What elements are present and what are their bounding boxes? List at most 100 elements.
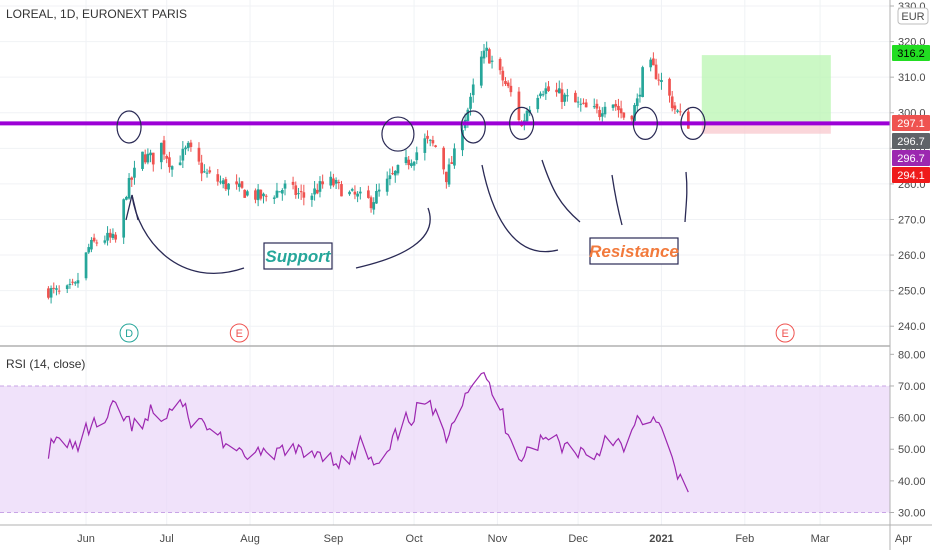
candle-body [159, 142, 163, 163]
candle-body [525, 110, 529, 122]
candle-body [321, 181, 325, 185]
candle-body [375, 191, 378, 204]
candle-body [584, 102, 588, 108]
candle-body [283, 183, 287, 189]
support-note-label: Support [265, 247, 331, 266]
candle-body [654, 64, 658, 80]
price-tag-label: 296.7 [897, 153, 925, 165]
target-zone [701, 55, 831, 124]
candle-body [410, 163, 413, 167]
candle-body [280, 190, 284, 194]
candle-body [262, 193, 265, 197]
candle-body [501, 70, 505, 81]
candle-body [151, 152, 155, 165]
candle-body [334, 179, 338, 184]
rsi-title: RSI (14, close) [6, 357, 85, 371]
touch-circle [632, 106, 658, 141]
candle-body [633, 105, 636, 121]
annotation-arrow [611, 174, 623, 226]
time-tick-label: Dec [568, 533, 588, 545]
rsi-line [47, 371, 689, 493]
candle-body [582, 102, 585, 104]
candle-body [490, 60, 494, 62]
candle-body [670, 96, 674, 109]
candle-body [184, 147, 187, 150]
candle-body [445, 171, 448, 183]
candle-body [237, 183, 241, 187]
candle-body [367, 190, 370, 198]
time-tick-label: Jun [77, 533, 95, 545]
candle-body [619, 108, 623, 114]
candle-body [68, 283, 72, 285]
candle-body [329, 176, 333, 186]
candle-body [622, 112, 626, 118]
time-tick-label: Oct [406, 533, 423, 545]
candle-body [536, 97, 540, 110]
candle-body [219, 181, 222, 183]
candle-body [576, 101, 580, 103]
candle-body [638, 94, 642, 97]
price-tag-label: 296.7 [897, 136, 925, 148]
candle-body [565, 95, 569, 97]
candle-body [641, 67, 644, 98]
candle-body [450, 162, 454, 164]
rsi-tick-label: 50.00 [898, 444, 926, 456]
touch-circle [381, 116, 415, 152]
candle-body [71, 281, 74, 283]
candle-body [482, 50, 486, 59]
candle-body [396, 164, 400, 174]
candle-body [49, 288, 53, 298]
candle-body [547, 86, 550, 91]
candle-body [471, 84, 475, 96]
candle-body [216, 174, 220, 182]
touch-circle [680, 106, 706, 141]
candle-body [350, 189, 354, 191]
candle-body [426, 135, 429, 139]
candle-body [385, 178, 389, 192]
candle-body [65, 285, 69, 290]
price-tag [892, 150, 930, 166]
candle-body [614, 103, 618, 107]
candle-body [600, 113, 604, 117]
touch-circle [460, 110, 486, 144]
candle-body [47, 288, 50, 298]
candle-body [127, 178, 131, 199]
price-tick-label: 310.0 [898, 72, 926, 84]
candle-body [235, 181, 238, 185]
candle-body [254, 190, 257, 200]
candle-body [84, 252, 88, 279]
stop-zone [701, 123, 831, 134]
candle-body [358, 191, 362, 194]
candle-body [356, 193, 359, 197]
price-tick-label: 270.0 [898, 214, 926, 226]
candle-body [485, 47, 489, 51]
candle-body [574, 92, 577, 103]
candle-body [133, 167, 136, 178]
price-tag-label: 316.2 [897, 48, 925, 60]
candle-body [563, 94, 566, 102]
candle-body [87, 247, 91, 253]
rsi-pane [0, 371, 890, 514]
candle-body [170, 166, 174, 170]
support-note-box [263, 242, 333, 270]
candle-body [227, 183, 230, 190]
currency-label: EUR [901, 11, 924, 23]
candle-body [423, 138, 427, 153]
rsi-tick-label: 60.00 [898, 413, 926, 425]
candle-body [294, 185, 298, 195]
candle-body [603, 106, 607, 115]
candle-body [240, 181, 244, 188]
price-tick-label: 250.0 [898, 286, 926, 298]
candle-body [676, 110, 679, 112]
event-marker-label: E [236, 328, 243, 340]
event-marker-label: D [125, 328, 133, 340]
rsi-tick-label: 70.00 [898, 381, 926, 393]
currency-badge[interactable] [897, 7, 929, 25]
candle-body [348, 191, 351, 195]
candle-body [108, 232, 112, 238]
candle-body [428, 139, 432, 141]
candle-body [315, 189, 319, 194]
candle-body [205, 172, 209, 174]
